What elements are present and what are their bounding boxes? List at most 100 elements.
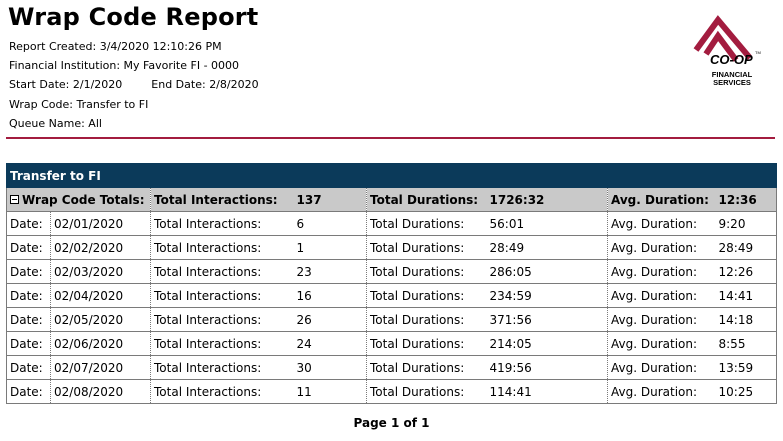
interactions-value: 16: [293, 283, 367, 308]
financial-institution-label: Financial Institution:: [9, 59, 121, 73]
avg-duration-label: Avg. Duration:: [607, 259, 716, 284]
table-row: Date: 02/01/2020 Total Interactions: 6 Total…: [6, 211, 778, 236]
interactions-value: 24: [293, 331, 367, 356]
table-row: Date: 02/06/2020 Total Interactions: 24 Tota…: [6, 331, 778, 356]
report-created-row: Report Created: 3/4/2020 12:10:26 PM: [9, 37, 259, 56]
table-row: Date: 02/05/2020 Total Interactions: 26 Tota…: [6, 307, 778, 332]
wrap-code-value: Transfer to FI: [76, 97, 149, 111]
avg-duration-label: Avg. Duration:: [607, 283, 716, 308]
durations-label: Total Durations:: [366, 379, 487, 404]
avg-duration-value: 14:18: [715, 307, 778, 332]
table-row: Date: 02/07/2020 Total Interactions: 30 Tota…: [6, 355, 778, 380]
avg-duration-value: 28:49: [715, 235, 778, 260]
collapse-toggle-icon[interactable]: [10, 194, 19, 204]
co-op-financial-services-logo: CO-OP TM FINANCIAL SERVICES: [692, 14, 764, 90]
date-label: Date:: [6, 307, 51, 332]
durations-label: Total Durations:: [366, 211, 487, 236]
report-created-value: 3/4/2020 12:10:26 PM: [99, 40, 222, 53]
avg-duration-label: Avg. Duration:: [607, 379, 716, 404]
interactions-label: Total Interactions:: [150, 211, 294, 236]
date-label: Date:: [6, 259, 51, 284]
table-row: Date: 02/02/2020 Total Interactions: 1 Total…: [6, 235, 778, 260]
report-parameters: Report Created: 3/4/2020 12:10:26 PM Fin…: [9, 37, 259, 133]
date-value: 02/01/2020: [50, 211, 151, 236]
date-value: 02/05/2020: [50, 307, 151, 332]
financial-institution-value: My Favorite FI - 0000: [123, 59, 240, 73]
logo-line2-text: SERVICES: [713, 78, 751, 87]
group-title: Transfer to FI: [5, 163, 778, 188]
durations-label: Total Durations:: [366, 283, 487, 308]
wrap-code-row: Wrap Code: Transfer to FI: [9, 95, 259, 114]
date-range-row: Start Date: 2/1/2020 End Date: 2/8/2020: [9, 75, 259, 94]
totals-interactions-label: Total Interactions:: [150, 187, 294, 212]
group-header-row: Transfer to FI: [5, 163, 778, 188]
table-row: Date: 02/03/2020 Total Interactions: 23 Tota…: [6, 259, 778, 284]
start-date-value: 2/1/2020: [72, 78, 123, 92]
durations-label: Total Durations:: [366, 307, 487, 332]
interactions-label: Total Interactions:: [150, 235, 294, 260]
date-value: 02/08/2020: [50, 379, 151, 404]
totals-row: Wrap Code Totals: Total Interactions: 13…: [6, 187, 778, 212]
totals-avg-label: Avg. Duration:: [607, 187, 716, 212]
avg-duration-value: 10:25: [715, 379, 778, 404]
page-indicator: Page 1 of 1: [353, 416, 430, 430]
avg-duration-label: Avg. Duration:: [607, 235, 716, 260]
date-label: Date:: [6, 211, 51, 236]
queue-name-label: Queue Name:: [9, 116, 85, 130]
totals-label: Wrap Code Totals:: [22, 192, 145, 207]
avg-duration-label: Avg. Duration:: [607, 331, 716, 356]
logo-line1-text: FINANCIAL: [712, 70, 753, 79]
interactions-value: 6: [293, 211, 367, 236]
date-label: Date:: [6, 379, 51, 404]
logo-tm-text: TM: [755, 50, 761, 55]
date-value: 02/04/2020: [50, 283, 151, 308]
durations-label: Total Durations:: [366, 259, 487, 284]
durations-value: 286:05: [486, 259, 608, 284]
wrap-code-label: Wrap Code:: [9, 97, 73, 111]
table-row: Date: 02/08/2020 Total Interactions: 11 Tota…: [6, 379, 778, 404]
interactions-value: 23: [293, 259, 367, 284]
date-label: Date:: [6, 331, 51, 356]
wrap-code-table: Transfer to FI Wrap Code Totals: Total I…: [5, 163, 778, 404]
totals-durations-label: Total Durations:: [366, 187, 487, 212]
interactions-value: 30: [293, 355, 367, 380]
date-label: Date:: [6, 283, 51, 308]
totals-label-cell[interactable]: Wrap Code Totals:: [6, 187, 151, 212]
table-row: Date: 02/04/2020 Total Interactions: 16 Tota…: [6, 283, 778, 308]
date-value: 02/07/2020: [50, 355, 151, 380]
durations-value: 28:49: [486, 235, 608, 260]
start-date-label: Start Date:: [9, 78, 70, 92]
header-divider: [6, 137, 775, 139]
durations-value: 419:56: [486, 355, 608, 380]
report-created-label: Report Created:: [9, 40, 97, 53]
logo-brand-text: CO-OP: [710, 52, 753, 67]
date-label: Date:: [6, 355, 51, 380]
interactions-label: Total Interactions:: [150, 259, 294, 284]
report-title: Wrap Code Report: [8, 3, 259, 31]
interactions-value: 11: [293, 379, 367, 404]
avg-duration-value: 9:20: [715, 211, 778, 236]
totals-avg-value: 12:36: [715, 187, 778, 212]
date-value: 02/02/2020: [50, 235, 151, 260]
interactions-label: Total Interactions:: [150, 331, 294, 356]
date-value: 02/03/2020: [50, 259, 151, 284]
durations-value: 114:41: [486, 379, 608, 404]
durations-label: Total Durations:: [366, 331, 487, 356]
avg-duration-label: Avg. Duration:: [607, 211, 716, 236]
durations-label: Total Durations:: [366, 235, 487, 260]
end-date-value: 2/8/2020: [209, 78, 259, 92]
date-label: Date:: [6, 235, 51, 260]
avg-duration-label: Avg. Duration:: [607, 307, 716, 332]
interactions-value: 1: [293, 235, 367, 260]
avg-duration-value: 12:26: [715, 259, 778, 284]
avg-duration-value: 14:41: [715, 283, 778, 308]
interactions-label: Total Interactions:: [150, 379, 294, 404]
co-op-logo-icon: CO-OP TM FINANCIAL SERVICES: [693, 15, 761, 87]
avg-duration-value: 13:59: [715, 355, 778, 380]
durations-label: Total Durations:: [366, 355, 487, 380]
durations-value: 371:56: [486, 307, 608, 332]
totals-durations-value: 1726:32: [486, 187, 608, 212]
date-value: 02/06/2020: [50, 331, 151, 356]
financial-institution-row: Financial Institution: My Favorite FI - …: [9, 56, 259, 75]
end-date-label: End Date:: [151, 78, 206, 92]
